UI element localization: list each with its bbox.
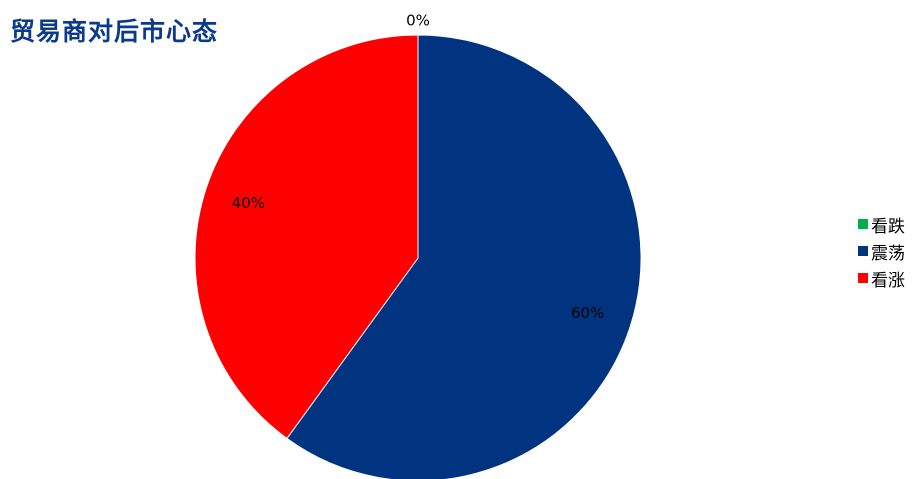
slice-1 xyxy=(286,34,642,479)
legend-item-1: 震荡 xyxy=(858,241,905,264)
chart-title: 贸易商对后市心态 xyxy=(10,17,219,46)
legend-item-2: 看涨 xyxy=(858,268,905,291)
data-label-0: 0% xyxy=(406,12,430,30)
legend-swatch xyxy=(858,219,868,229)
legend-label: 看跌 xyxy=(871,216,905,237)
slice-2 xyxy=(194,34,419,440)
legend-label: 看涨 xyxy=(871,270,905,291)
data-label-1: 60% xyxy=(571,304,604,322)
legend-label: 震荡 xyxy=(871,243,905,264)
legend-item-0: 看跌 xyxy=(858,214,905,237)
legend: 看跌 震荡 看涨 xyxy=(858,214,905,295)
legend-swatch xyxy=(858,273,868,283)
data-label-2: 40% xyxy=(232,194,265,212)
legend-swatch xyxy=(858,246,868,256)
pie-slices xyxy=(194,34,642,479)
pie-data-labels: 0% 60% 40% xyxy=(232,12,605,323)
